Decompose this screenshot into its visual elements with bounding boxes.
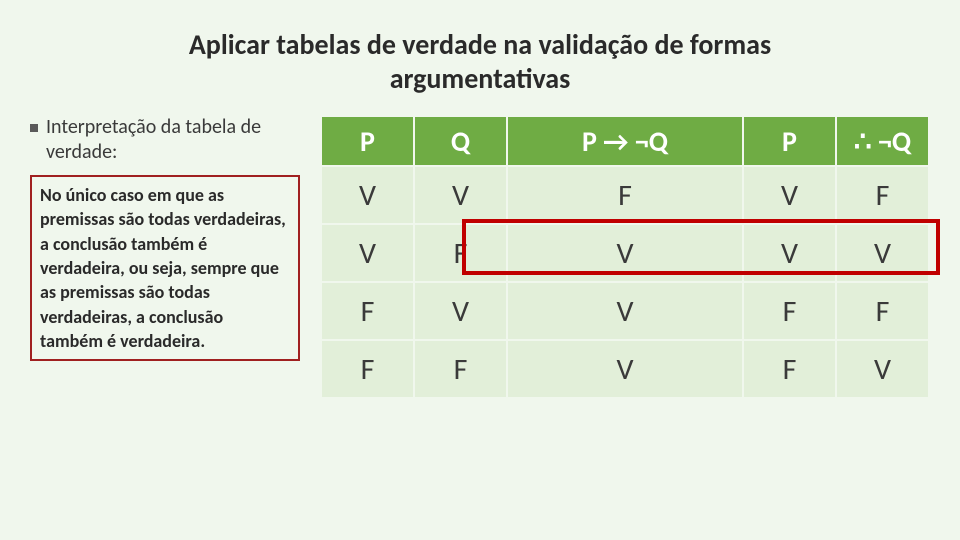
cell: F — [322, 283, 413, 339]
truth-table: P Q P → ¬Q P ∴ ¬Q V V F V F V F — [320, 115, 930, 399]
cell: V — [837, 225, 928, 281]
th-p1: P — [322, 117, 413, 165]
table-row: V F V V V — [322, 225, 928, 281]
table-row: V V F V F — [322, 167, 928, 223]
cell: V — [508, 341, 742, 397]
th-p2: P — [744, 117, 835, 165]
table-row: F V V F F — [322, 283, 928, 339]
bullet-text: Interpretação da tabela de verdade: — [46, 115, 300, 165]
cell: V — [744, 167, 835, 223]
table-row: F F V F V — [322, 341, 928, 397]
truth-table-wrap: P Q P → ¬Q P ∴ ¬Q V V F V F V F — [320, 115, 930, 399]
th-q: Q — [415, 117, 506, 165]
cell: F — [744, 341, 835, 397]
cell: V — [508, 225, 742, 281]
left-column: Interpretação da tabela de verdade: No ú… — [30, 115, 300, 399]
cell: V — [415, 167, 506, 223]
cell: V — [322, 167, 413, 223]
page-title: Aplicar tabelas de verdade na validação … — [0, 0, 960, 95]
cell: V — [508, 283, 742, 339]
th-implies: P → ¬Q — [508, 117, 742, 165]
cell: F — [837, 167, 928, 223]
cell: F — [837, 283, 928, 339]
cell: V — [744, 225, 835, 281]
cell: F — [508, 167, 742, 223]
cell: V — [415, 283, 506, 339]
th-conclusion: ∴ ¬Q — [837, 117, 928, 165]
bullet-item: Interpretação da tabela de verdade: — [30, 115, 300, 165]
bullet-square-icon — [30, 124, 38, 132]
content-row: Interpretação da tabela de verdade: No ú… — [0, 95, 960, 399]
cell: F — [415, 341, 506, 397]
interpretation-box: No único caso em que as premissas são to… — [30, 175, 300, 361]
table-header-row: P Q P → ¬Q P ∴ ¬Q — [322, 117, 928, 165]
cell: F — [744, 283, 835, 339]
cell: V — [322, 225, 413, 281]
cell: F — [322, 341, 413, 397]
cell: F — [415, 225, 506, 281]
cell: V — [837, 341, 928, 397]
